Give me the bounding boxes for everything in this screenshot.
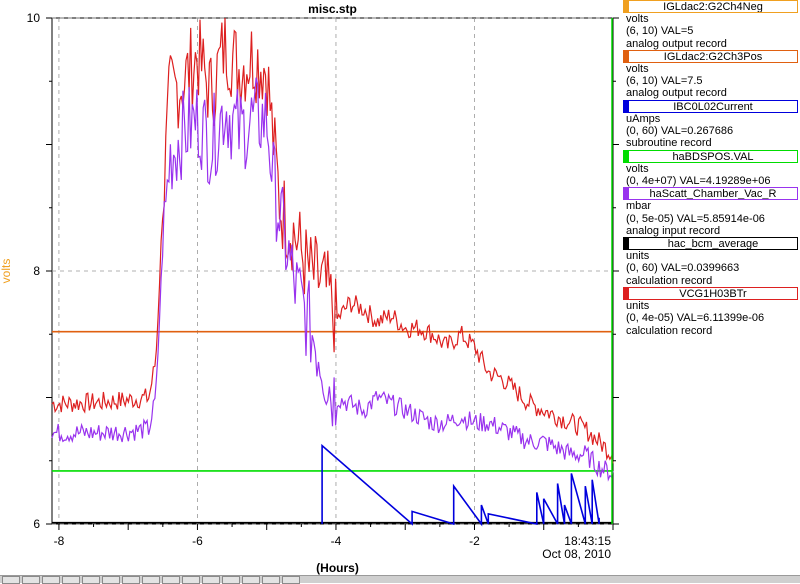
x-tick-label: -2 <box>469 534 480 548</box>
legend-panel: IGLdac2:G2Ch4Neg volts (6, 10) VAL=5 analog… <box>613 0 800 370</box>
legend-range: (6, 10) VAL=5 <box>626 25 694 38</box>
legend-range: (6, 10) VAL=7.5 <box>626 75 703 88</box>
legend-units: volts <box>626 162 649 175</box>
end-time-label: 18:43:15 <box>564 534 611 548</box>
legend-type: analog input record <box>626 224 721 237</box>
legend-entry: IGLdac2:G2Ch3Pos volts (6, 10) VAL=7.5 anal… <box>613 49 800 100</box>
series-ibc0l02current <box>321 443 600 527</box>
legend-range: (0, 4e+07) VAL=4.19289e+06 <box>626 174 771 187</box>
y-axis-label: volts <box>0 259 13 284</box>
legend-entry: hac_bcm_average units (0, 60) VAL=0.039966… <box>613 237 800 287</box>
chart-title: misc.stp <box>308 2 357 16</box>
x-axis-label: (Hours) <box>316 561 359 575</box>
legend-units: units <box>626 300 650 313</box>
x-tick-label: -8 <box>54 534 65 548</box>
series-vcg1h03btr <box>51 17 614 464</box>
x-tick-label: -6 <box>192 534 203 548</box>
y-tick-label: 10 <box>27 11 41 25</box>
legend-type: analog output record <box>626 37 727 50</box>
legend-pv-button[interactable]: haBDSPOS.VAL <box>623 149 798 163</box>
legend-units: units <box>626 250 650 263</box>
legend-type: subroutine record <box>626 137 712 150</box>
series-hascatt-chamber-vac-r <box>51 77 614 482</box>
legend-range: (0, 5e-05) VAL=5.85914e-06 <box>626 212 765 225</box>
legend-units: uAmps <box>626 112 661 125</box>
legend-type: analog output record <box>626 87 727 100</box>
legend-entry: haScatt_Chamber_Vac_R mbar (0, 5e-05) VAL=… <box>613 187 800 237</box>
legend-units: volts <box>626 62 649 75</box>
legend-pv-button[interactable]: VCG1H03BTr <box>623 287 798 301</box>
legend-range: (0, 60) VAL=0.0399663 <box>626 262 740 275</box>
end-date-label: Oct 08, 2010 <box>542 547 611 561</box>
legend-pv-button[interactable]: haScatt_Chamber_Vac_R <box>623 187 798 201</box>
legend-pv-button[interactable]: IGLdac2:G2Ch4Neg <box>623 0 798 13</box>
legend-type: calculation record <box>626 324 713 337</box>
legend-pv-button[interactable]: IGLdac2:G2Ch3Pos <box>623 49 798 63</box>
legend-entry: VCG1H03BTr units (0, 4e-05) VAL=6.11399e-0… <box>613 287 800 337</box>
y-tick-label: 8 <box>33 264 40 278</box>
legend-type: calculation record <box>626 274 713 287</box>
legend-pv-button[interactable]: hac_bcm_average <box>623 237 798 251</box>
legend-range: (0, 4e-05) VAL=6.11399e-06 <box>626 312 765 325</box>
x-tick-label: -4 <box>331 534 342 548</box>
legend-pv-button[interactable]: IBC0L02Current <box>623 99 798 113</box>
legend-units: mbar <box>626 200 652 213</box>
toolbar <box>0 575 800 584</box>
legend-range: (0, 60) VAL=0.267686 <box>626 125 734 138</box>
legend-entry: haBDSPOS.VAL volts (0, 4e+07) VAL=4.19289e… <box>613 149 800 188</box>
legend-entry: IBC0L02Current uAmps (0, 60) VAL=0.267686 s… <box>613 99 800 150</box>
y-tick-label: 6 <box>33 517 40 531</box>
legend-entry: IGLdac2:G2Ch4Neg volts (6, 10) VAL=5 analog… <box>613 0 800 50</box>
legend-units: volts <box>626 13 649 25</box>
